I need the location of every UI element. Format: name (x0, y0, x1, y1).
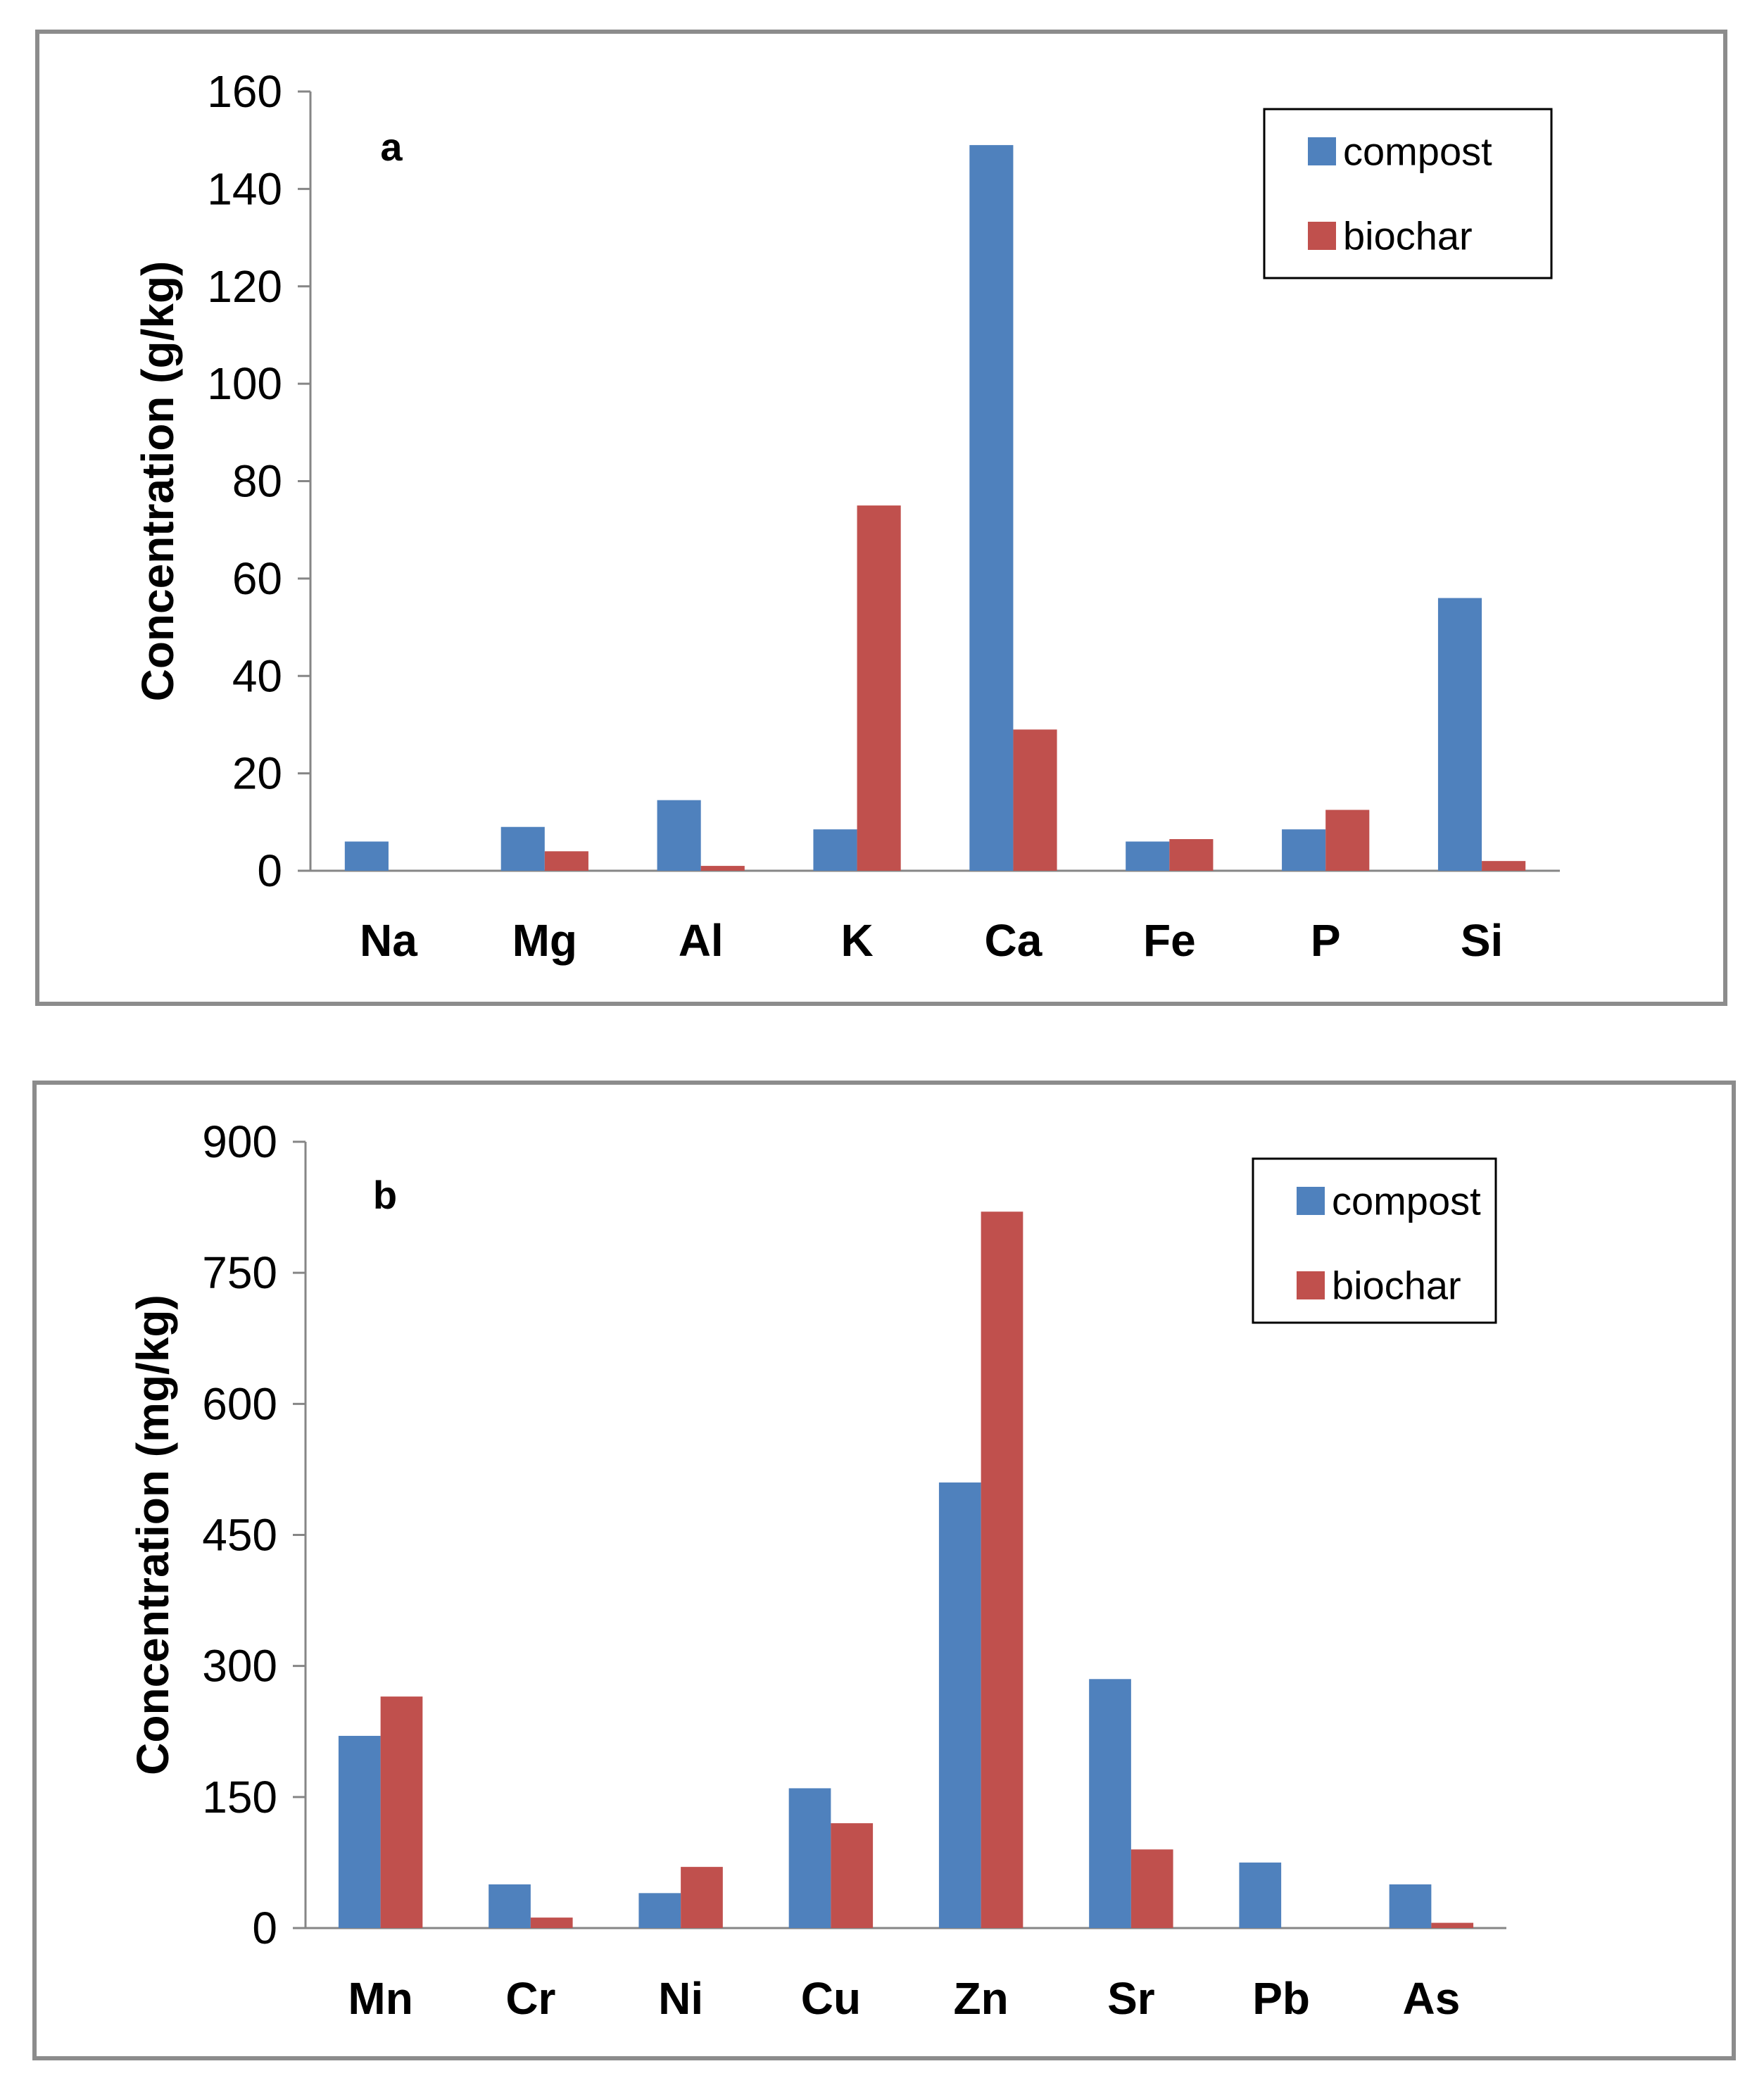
y-tick-label: 60 (232, 553, 282, 604)
bar-biochar-Zn (981, 1211, 1023, 1928)
y-tick-label: 900 (202, 1116, 277, 1167)
x-category-label: Si (1461, 915, 1503, 966)
bar-compost-Ca (969, 145, 1014, 871)
x-category-label: Na (360, 915, 417, 966)
x-category-label: Cu (801, 1973, 861, 2024)
bar-biochar-Ca (1013, 729, 1057, 871)
y-tick-label: 750 (202, 1247, 277, 1298)
bar-compost-As (1389, 1884, 1432, 1928)
x-category-label: Mg (512, 915, 577, 966)
y-tick-label: 20 (232, 748, 282, 799)
y-tick-label: 450 (202, 1510, 277, 1561)
bar-compost-P (1282, 829, 1326, 871)
y-tick-label: 120 (207, 261, 282, 312)
bar-biochar-Sr (1130, 1849, 1173, 1928)
x-category-label: K (840, 915, 873, 966)
bar-compost-Zn (938, 1482, 981, 1928)
bar-biochar-Mn (380, 1696, 423, 1928)
chart-panel-a: 0 20 40 60 80 100 120 140 160 Na Mg Al K Ca Fe P Si Conce… (35, 30, 1727, 1006)
bar-compost-Cu (788, 1788, 831, 1928)
chart-a-svg: 0 20 40 60 80 100 120 140 160 Na Mg Al K Ca Fe P Si Conce… (132, 66, 1560, 966)
y-tick-label: 300 (202, 1641, 277, 1692)
legend-label-biochar: biochar (1332, 1264, 1461, 1308)
bar-biochar-Cr (530, 1917, 573, 1928)
bar-biochar-Fe (1169, 839, 1214, 871)
bar-compost-Ni (638, 1893, 681, 1928)
x-category-label: Cr (505, 1973, 555, 2024)
y-tick-label: 0 (257, 845, 282, 896)
bar-compost-Na (344, 841, 389, 871)
bar-compost-Mg (500, 826, 545, 871)
legend: compost biochar (1263, 108, 1553, 279)
bar-biochar-Ni (681, 1867, 723, 1928)
bar-compost-Cr (489, 1884, 531, 1928)
x-category-label: Pb (1252, 1973, 1310, 2024)
legend-label-compost: compost (1343, 130, 1492, 174)
bar-compost-Si (1437, 598, 1482, 871)
x-category-label: As (1402, 1973, 1460, 2024)
y-axis-title: Concentration (g/kg) (132, 261, 183, 702)
bar-compost-Al (657, 800, 701, 871)
legend: compost biochar (1252, 1157, 1497, 1324)
chart-panel-b: 0 150 300 450 600 750 900 Mn Cr Ni Cu Zn Sr Pb As Conce… (32, 1081, 1736, 2060)
chart-b-svg: 0 150 300 450 600 750 900 Mn Cr Ni Cu Zn Sr Pb As Conce… (127, 1116, 1506, 2024)
y-tick-label: 600 (202, 1378, 277, 1429)
bar-biochar-Mg (544, 851, 588, 871)
legend-swatch-biochar (1308, 222, 1336, 250)
bar-biochar-Si (1482, 861, 1526, 871)
legend-swatch-compost (1297, 1187, 1325, 1215)
y-tick-label: 150 (202, 1772, 277, 1822)
x-category-label: Fe (1143, 915, 1196, 966)
x-category-label: Ni (658, 1973, 703, 2024)
legend-label-compost: compost (1332, 1179, 1481, 1223)
bar-biochar-Cu (831, 1823, 874, 1928)
bar-biochar-P (1325, 810, 1370, 871)
legend-box (1252, 1157, 1497, 1324)
y-tick-label: 160 (207, 66, 282, 117)
x-category-label: P (1311, 915, 1341, 966)
panel-label-a: a (380, 125, 403, 169)
legend-swatch-compost (1308, 137, 1336, 165)
legend-label-biochar: biochar (1343, 214, 1473, 258)
y-tick-label: 80 (232, 456, 282, 507)
bar-compost-Fe (1126, 841, 1170, 871)
bar-compost-K (813, 829, 857, 871)
y-tick-label: 100 (207, 358, 282, 409)
bar-biochar-Al (700, 866, 745, 871)
x-category-label: Zn (954, 1973, 1009, 2024)
bar-biochar-K (857, 505, 901, 871)
x-category-label: Mn (348, 1973, 412, 2024)
x-category-label: Sr (1107, 1973, 1155, 2024)
y-axis-title: Concentration (mg/kg) (127, 1295, 178, 1775)
x-category-label: Ca (985, 915, 1042, 966)
y-tick-label: 40 (232, 650, 282, 701)
bar-compost-Pb (1239, 1862, 1282, 1928)
x-category-label: Al (679, 915, 724, 966)
panel-label-b: b (373, 1173, 397, 1217)
y-tick-label: 0 (252, 1903, 277, 1953)
bar-compost-Sr (1089, 1679, 1131, 1928)
bar-compost-Mn (338, 1735, 381, 1928)
legend-swatch-biochar (1297, 1271, 1325, 1299)
y-tick-label: 140 (207, 163, 282, 214)
bar-biochar-As (1431, 1922, 1474, 1928)
